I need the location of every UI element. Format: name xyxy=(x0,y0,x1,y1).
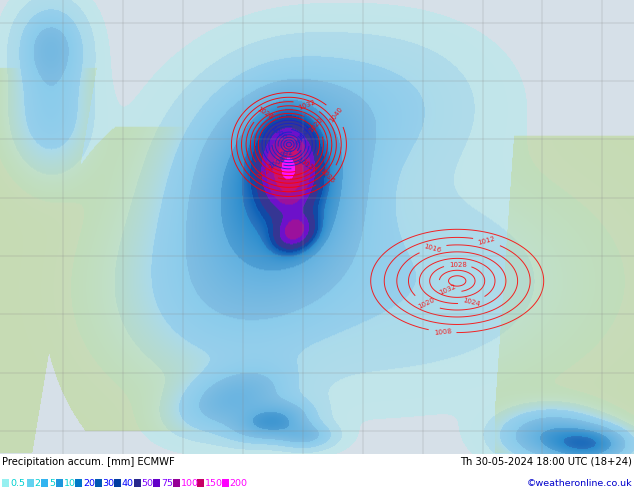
Bar xyxy=(134,479,141,487)
Bar xyxy=(114,479,121,487)
Text: 1024: 1024 xyxy=(462,296,481,307)
Text: 1032: 1032 xyxy=(297,99,316,111)
Text: ©weatheronline.co.uk: ©weatheronline.co.uk xyxy=(526,479,632,488)
Text: 992: 992 xyxy=(279,149,294,158)
Text: 1028: 1028 xyxy=(256,105,274,120)
Text: 1020: 1020 xyxy=(417,297,436,310)
Text: 1012: 1012 xyxy=(295,157,314,172)
Bar xyxy=(41,479,48,487)
Bar xyxy=(94,479,101,487)
Text: 1040: 1040 xyxy=(328,106,344,124)
Bar xyxy=(172,479,179,487)
Text: 0.5: 0.5 xyxy=(10,479,25,488)
Bar xyxy=(221,479,228,487)
Text: 1024: 1024 xyxy=(256,165,275,180)
Text: 1032: 1032 xyxy=(438,284,457,296)
Bar xyxy=(27,479,34,487)
Text: 1012: 1012 xyxy=(477,236,496,246)
Text: 75: 75 xyxy=(161,479,173,488)
Text: 1016: 1016 xyxy=(299,158,317,173)
Text: 1008: 1008 xyxy=(433,328,452,336)
Text: 1004: 1004 xyxy=(296,124,313,142)
Text: 30: 30 xyxy=(103,479,115,488)
Text: 10: 10 xyxy=(63,479,75,488)
Text: 1020: 1020 xyxy=(307,116,324,133)
Text: 5: 5 xyxy=(49,479,55,488)
Text: 2: 2 xyxy=(34,479,41,488)
Text: 1016: 1016 xyxy=(424,243,442,253)
Text: 1000: 1000 xyxy=(269,125,287,141)
Text: Th 30-05-2024 18:00 UTC (18+24): Th 30-05-2024 18:00 UTC (18+24) xyxy=(460,457,632,466)
Text: 100: 100 xyxy=(181,479,198,488)
Text: 40: 40 xyxy=(122,479,134,488)
Text: 1008: 1008 xyxy=(268,156,287,170)
Text: Precipitation accum. [mm] ECMWF: Precipitation accum. [mm] ECMWF xyxy=(2,457,175,466)
Text: 150: 150 xyxy=(205,479,223,488)
Text: 200: 200 xyxy=(230,479,247,488)
Bar xyxy=(197,479,204,487)
Bar xyxy=(2,479,9,487)
Bar xyxy=(75,479,82,487)
Text: 1028: 1028 xyxy=(449,261,467,268)
Text: 996: 996 xyxy=(295,131,307,147)
Text: 50: 50 xyxy=(141,479,153,488)
Bar xyxy=(56,479,63,487)
Text: 20: 20 xyxy=(83,479,95,488)
Bar xyxy=(153,479,160,487)
Text: 1036: 1036 xyxy=(319,168,336,185)
